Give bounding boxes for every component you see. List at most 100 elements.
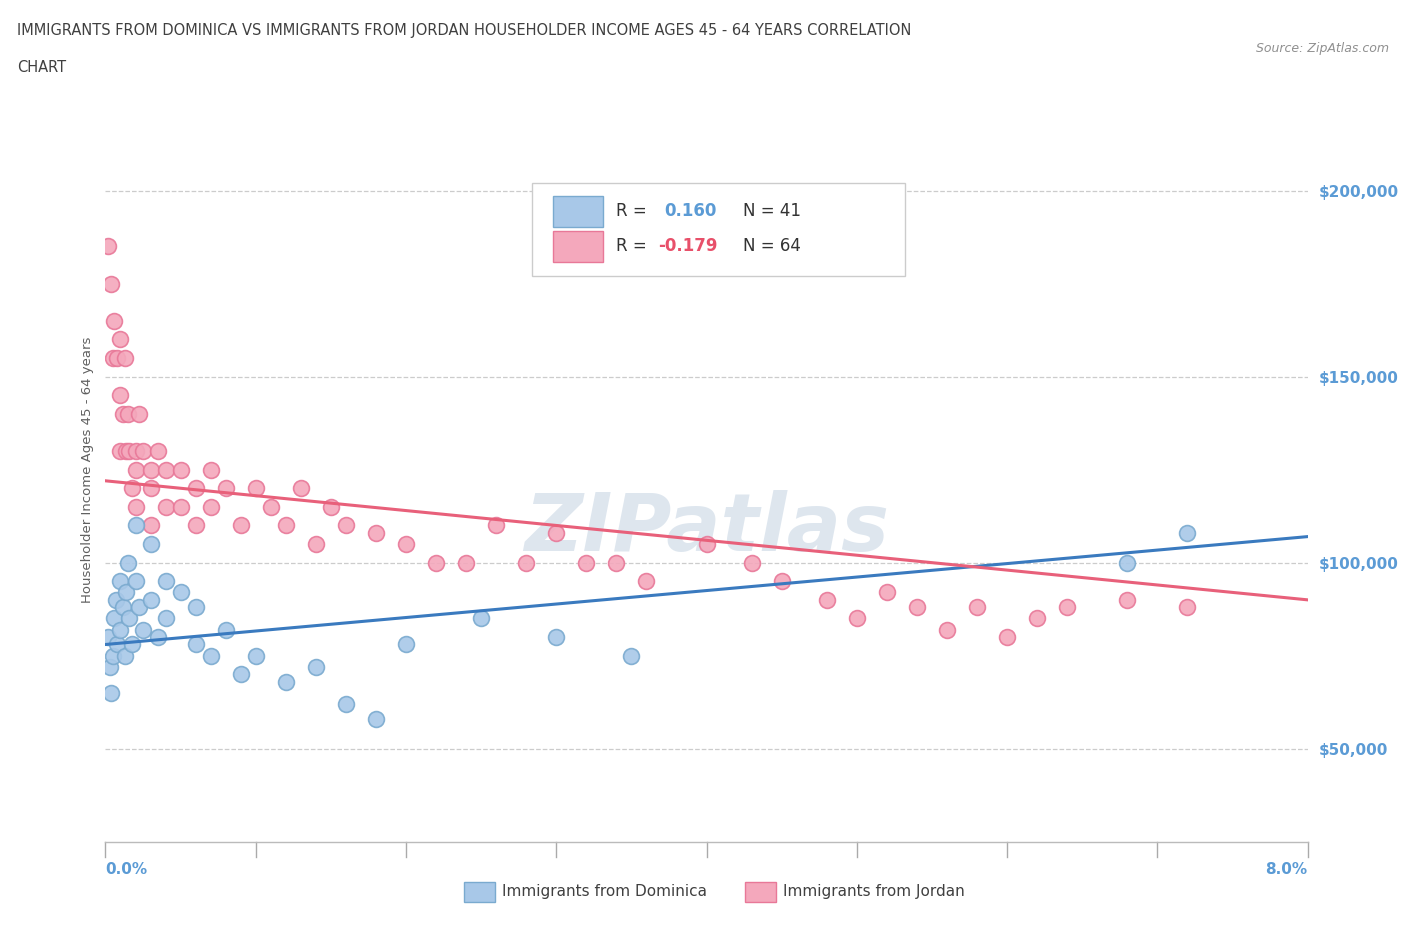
Point	[395, 537, 418, 551]
Point	[132, 622, 155, 637]
Point	[110, 444, 132, 458]
Point	[115, 585, 138, 600]
Point	[364, 711, 387, 726]
Point	[995, 630, 1018, 644]
Point	[139, 462, 162, 477]
Point	[124, 518, 146, 533]
Point	[110, 574, 132, 589]
Point	[112, 600, 135, 615]
Point	[319, 499, 342, 514]
Point	[98, 659, 121, 674]
Point	[335, 697, 357, 711]
Point	[936, 622, 959, 637]
Point	[305, 659, 328, 674]
Point	[229, 667, 252, 682]
Point	[100, 685, 122, 700]
Point	[274, 674, 297, 689]
Point	[470, 611, 492, 626]
Point	[155, 574, 177, 589]
Point	[575, 555, 598, 570]
Point	[169, 585, 191, 600]
Text: 0.160: 0.160	[665, 203, 717, 220]
Point	[454, 555, 477, 570]
Point	[101, 351, 124, 365]
Point	[636, 574, 658, 589]
Point	[114, 648, 136, 663]
Point	[107, 351, 129, 365]
Point	[118, 444, 141, 458]
Point	[605, 555, 627, 570]
Point	[1056, 600, 1078, 615]
Point	[117, 406, 139, 421]
Point	[620, 648, 643, 663]
Text: R =: R =	[616, 203, 647, 220]
Point	[132, 444, 155, 458]
Point	[184, 600, 207, 615]
Point	[128, 406, 150, 421]
Point	[214, 481, 236, 496]
Point	[103, 313, 125, 328]
Point	[100, 276, 122, 291]
Point	[118, 611, 141, 626]
Point	[155, 499, 177, 514]
Point	[124, 462, 146, 477]
Point	[364, 525, 387, 540]
Point	[155, 611, 177, 626]
Point	[155, 462, 177, 477]
Point	[139, 518, 162, 533]
Point	[121, 481, 143, 496]
Point	[245, 648, 267, 663]
Text: ZIPatlas: ZIPatlas	[524, 490, 889, 568]
Point	[395, 637, 418, 652]
Point	[200, 499, 222, 514]
Point	[128, 600, 150, 615]
Text: -0.179: -0.179	[658, 237, 718, 256]
Point	[184, 481, 207, 496]
Point	[110, 332, 132, 347]
Text: Source: ZipAtlas.com: Source: ZipAtlas.com	[1256, 42, 1389, 55]
Point	[121, 637, 143, 652]
Point	[229, 518, 252, 533]
Point	[1116, 555, 1139, 570]
Point	[124, 574, 146, 589]
Point	[112, 406, 135, 421]
Point	[741, 555, 763, 570]
Point	[97, 630, 120, 644]
Bar	[553, 231, 603, 262]
Point	[546, 630, 568, 644]
Y-axis label: Householder Income Ages 45 - 64 years: Householder Income Ages 45 - 64 years	[82, 337, 94, 603]
Point	[905, 600, 928, 615]
Point	[139, 481, 162, 496]
Text: 0.0%: 0.0%	[105, 862, 148, 877]
Point	[425, 555, 447, 570]
Text: Immigrants from Dominica: Immigrants from Dominica	[502, 884, 707, 899]
Point	[97, 239, 120, 254]
Text: N = 64: N = 64	[742, 237, 800, 256]
Point	[139, 592, 162, 607]
Point	[146, 444, 169, 458]
Point	[1175, 600, 1198, 615]
Point	[845, 611, 868, 626]
Point	[200, 462, 222, 477]
FancyBboxPatch shape	[533, 183, 905, 276]
Point	[103, 611, 125, 626]
Point	[184, 518, 207, 533]
Point	[1026, 611, 1049, 626]
Point	[770, 574, 793, 589]
Point	[184, 637, 207, 652]
Text: Immigrants from Jordan: Immigrants from Jordan	[783, 884, 965, 899]
Bar	[553, 196, 603, 227]
Point	[274, 518, 297, 533]
Point	[696, 537, 718, 551]
Text: 8.0%: 8.0%	[1265, 862, 1308, 877]
Text: N = 41: N = 41	[742, 203, 800, 220]
Point	[260, 499, 283, 514]
Text: CHART: CHART	[17, 60, 66, 75]
Point	[107, 637, 129, 652]
Point	[139, 537, 162, 551]
Text: R =: R =	[616, 237, 647, 256]
Point	[169, 499, 191, 514]
Point	[815, 592, 838, 607]
Point	[124, 444, 146, 458]
Point	[305, 537, 328, 551]
